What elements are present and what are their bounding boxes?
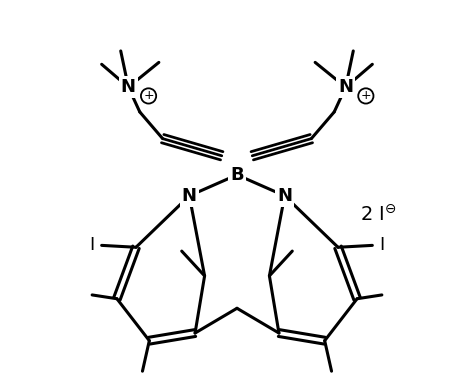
Text: N: N	[182, 187, 197, 205]
Text: B: B	[230, 166, 244, 184]
Text: I: I	[90, 237, 95, 254]
Text: +: +	[361, 89, 371, 103]
Text: +: +	[143, 89, 154, 103]
Text: 2 I$^{\ominus}$: 2 I$^{\ominus}$	[360, 204, 396, 225]
Text: N: N	[277, 187, 292, 205]
Text: N: N	[121, 78, 136, 96]
Text: N: N	[338, 78, 353, 96]
Text: I: I	[379, 237, 384, 254]
